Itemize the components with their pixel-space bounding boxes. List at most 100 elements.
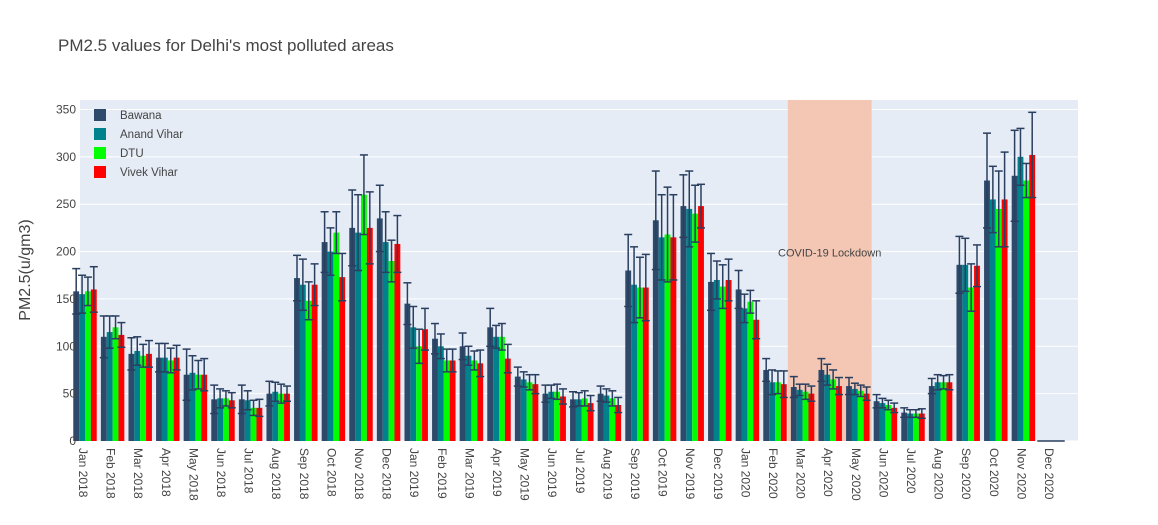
bar <box>808 393 815 441</box>
bar <box>652 220 659 441</box>
bar <box>692 213 699 441</box>
bar <box>928 386 935 441</box>
bar <box>514 376 521 441</box>
bar <box>796 389 803 441</box>
bar <box>73 291 80 441</box>
error-bars <box>72 111 1065 442</box>
bar <box>520 379 527 441</box>
bar <box>106 332 113 441</box>
bar <box>735 289 742 441</box>
bar <box>471 360 478 441</box>
x-tick-label: Mar 2018 <box>131 448 145 499</box>
bar <box>146 353 152 441</box>
x-tick-label: Feb 2018 <box>104 448 118 499</box>
bar <box>477 363 484 441</box>
bar <box>189 372 196 441</box>
plot-area <box>80 100 1078 441</box>
bar <box>173 357 180 441</box>
bar <box>775 382 781 441</box>
x-tick-label: Mar 2020 <box>794 448 808 499</box>
y-tick-label: 150 <box>56 292 76 306</box>
bar <box>851 388 858 441</box>
covid-lockdown-label: COVID-19 Lockdown <box>778 247 881 259</box>
legend-label: Anand Vihar <box>120 129 183 141</box>
bar <box>901 412 908 441</box>
bar <box>1017 156 1024 442</box>
x-tick-label: Oct 2018 <box>324 448 338 497</box>
x-tick-label: Sep 2020 <box>959 448 973 500</box>
bar <box>713 279 720 441</box>
bar <box>1011 175 1018 441</box>
x-tick-label: Dec 2020 <box>1042 448 1056 500</box>
bar <box>962 264 969 441</box>
x-tick-label: Jun 2019 <box>545 448 559 498</box>
x-tick-label: Nov 2019 <box>683 448 697 500</box>
x-tick-label: Feb 2019 <box>435 448 449 499</box>
x-tick-label: Jul 2019 <box>573 448 587 494</box>
bar <box>830 379 837 441</box>
bar <box>85 291 91 441</box>
bar <box>376 218 383 441</box>
bar <box>989 199 996 441</box>
bar <box>609 398 616 441</box>
bar <box>305 300 312 441</box>
bar <box>581 398 588 441</box>
bar <box>90 289 97 441</box>
bar <box>459 346 466 441</box>
bar <box>891 407 898 441</box>
bar <box>1029 154 1036 441</box>
bar <box>250 407 257 441</box>
bar <box>725 279 732 441</box>
bar <box>753 319 760 441</box>
legend[interactable]: Bawana Anand Vihar DTU Vivek Vihar <box>94 109 183 179</box>
x-tick-label: Jul 2018 <box>242 448 256 494</box>
bar <box>278 393 285 441</box>
bar <box>956 264 963 441</box>
bar <box>554 391 561 441</box>
bar <box>879 403 886 441</box>
bar <box>885 405 892 441</box>
bar <box>642 287 649 441</box>
bar <box>487 327 494 441</box>
bar <box>355 232 361 441</box>
x-tick-label: Jun 2018 <box>214 448 228 498</box>
bar <box>995 208 1002 441</box>
bar <box>294 278 300 441</box>
bar <box>790 387 797 441</box>
grid-lines <box>80 108 1078 442</box>
bar <box>913 413 919 441</box>
bar <box>311 284 318 441</box>
bar <box>499 336 505 441</box>
bar <box>587 403 594 441</box>
bar <box>836 386 842 441</box>
bar <box>560 396 566 441</box>
bar <box>698 206 704 441</box>
bar <box>339 277 346 441</box>
bar <box>256 407 263 441</box>
bar <box>680 206 687 441</box>
bar <box>140 355 147 441</box>
legend-label: Vivek Vihar <box>120 167 178 179</box>
bar <box>422 329 428 441</box>
y-tick-label: 300 <box>56 150 76 164</box>
bar <box>394 243 401 441</box>
x-tick-label: Jul 2020 <box>904 448 918 494</box>
x-axis: Jan 2018 Feb 2018 Mar 2018 Apr 2018 May 2018… <box>76 448 1056 501</box>
bar <box>432 338 438 441</box>
x-tick-label: Aug 2019 <box>600 448 614 500</box>
bar <box>946 382 953 441</box>
bar <box>228 400 235 441</box>
bar <box>984 180 990 441</box>
bar <box>321 242 328 441</box>
bar <box>244 400 251 441</box>
bar <box>112 327 119 441</box>
x-tick-label: Nov 2018 <box>352 448 366 500</box>
bar <box>327 251 334 441</box>
bar <box>361 194 367 441</box>
bar <box>873 401 880 441</box>
chart-title: PM2.5 values for Delhi's most polluted a… <box>58 36 394 55</box>
bar <box>156 357 162 441</box>
bar <box>934 382 941 441</box>
bar <box>603 395 610 441</box>
x-tick-label: Sep 2019 <box>628 448 642 500</box>
